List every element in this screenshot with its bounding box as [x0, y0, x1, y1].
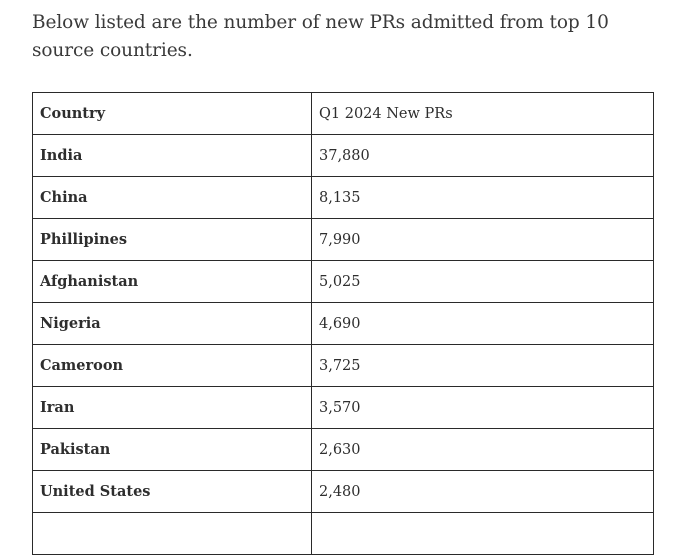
table-row: Iran 3,570 [32, 386, 654, 429]
country-cell: Pakistan [32, 428, 312, 471]
table-row: Cameroon 3,725 [32, 344, 654, 387]
new-prs-cell: 3,725 [311, 344, 654, 387]
country-cell: Cameroon [32, 344, 312, 387]
new-prs-cell: 5,025 [311, 260, 654, 303]
new-prs-cell: 8,135 [311, 176, 654, 219]
new-prs-cell: 2,480 [311, 470, 654, 513]
new-prs-cell: 4,690 [311, 302, 654, 345]
new-prs-cell: 3,570 [311, 386, 654, 429]
column-header-new-prs: Q1 2024 New PRs [311, 92, 654, 135]
table-row: China 8,135 [32, 176, 654, 219]
table-row: Nigeria 4,690 [32, 302, 654, 345]
table-row: India 37,880 [32, 134, 654, 177]
table-row: United States 2,480 [32, 470, 654, 513]
pr-table-container: Country Q1 2024 New PRs India 37,880 Chi… [32, 92, 654, 555]
new-prs-cell [311, 512, 654, 555]
table-row [32, 512, 654, 555]
table-row: Pakistan 2,630 [32, 428, 654, 471]
country-cell: Iran [32, 386, 312, 429]
pr-table: Country Q1 2024 New PRs India 37,880 Chi… [32, 92, 654, 555]
country-cell: Nigeria [32, 302, 312, 345]
country-cell: Afghanistan [32, 260, 312, 303]
country-cell [32, 512, 312, 555]
country-cell: United States [32, 470, 312, 513]
new-prs-cell: 7,990 [311, 218, 654, 261]
new-prs-cell: 37,880 [311, 134, 654, 177]
column-header-country: Country [32, 92, 312, 135]
table-header-row: Country Q1 2024 New PRs [32, 92, 654, 135]
table-row: Afghanistan 5,025 [32, 260, 654, 303]
country-cell: Phillipines [32, 218, 312, 261]
country-cell: China [32, 176, 312, 219]
intro-paragraph: Below listed are the number of new PRs a… [32, 12, 609, 61]
country-cell: India [32, 134, 312, 177]
table-row: Phillipines 7,990 [32, 218, 654, 261]
new-prs-cell: 2,630 [311, 428, 654, 471]
